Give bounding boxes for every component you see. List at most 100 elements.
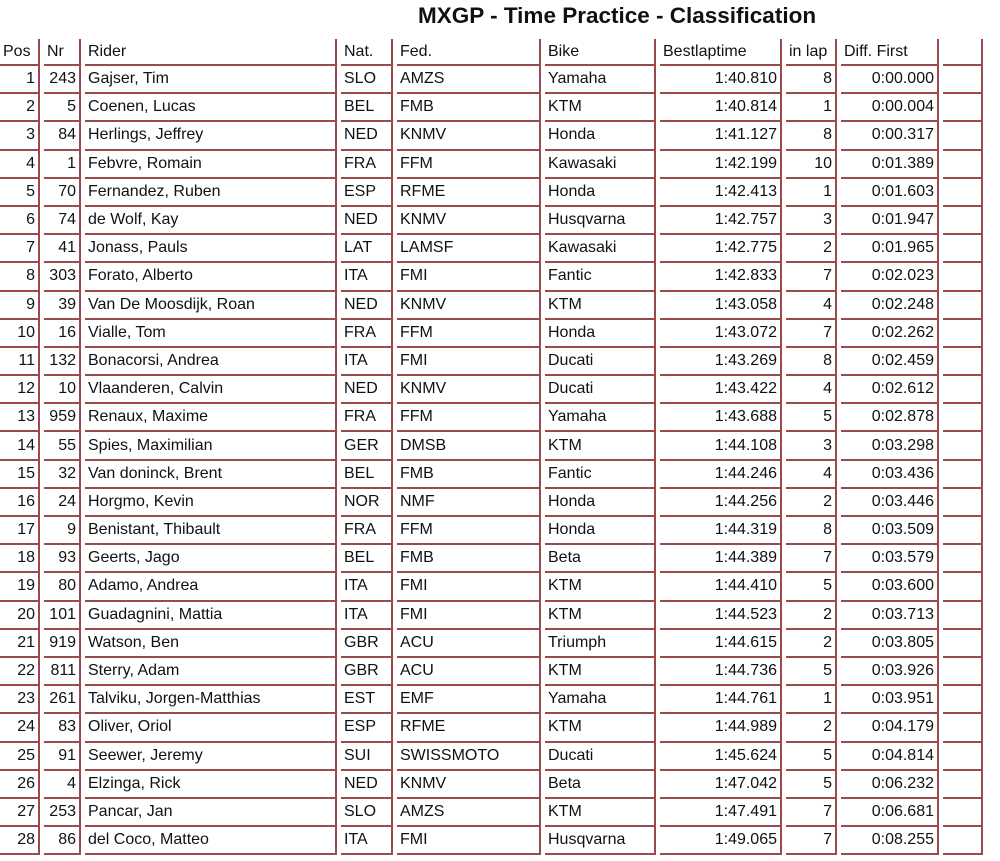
cell-bike: Fantic	[545, 263, 656, 292]
cell-nat: GBR	[341, 629, 393, 658]
cell-fed: FMB	[397, 94, 541, 123]
cell-bike: Beta	[545, 545, 656, 574]
cell-nat: BEL	[341, 460, 393, 489]
cell-rider: Oliver, Oriol	[85, 714, 337, 743]
cell-rider: del Coco, Matteo	[85, 827, 337, 856]
cell-fed: FMB	[397, 545, 541, 574]
cell-rider: Elzinga, Rick	[85, 770, 337, 799]
cell-pos: 10	[0, 319, 40, 348]
cell-in-lap: 7	[786, 798, 837, 828]
cell-fed: NMF	[397, 488, 541, 517]
cell-nr: 74	[44, 206, 81, 236]
header-bike: Bike	[545, 39, 656, 66]
cell-bike: KTM	[545, 601, 656, 630]
cell-bestlaptime: 1:42.757	[660, 206, 782, 236]
cell-diff-first: 0:06.681	[841, 798, 939, 828]
cell-pos: 24	[0, 714, 40, 743]
cell-diff-first: 0:03.509	[841, 517, 939, 546]
cell-diff-first: 0:08.255	[841, 827, 939, 856]
cell-extra	[943, 714, 983, 743]
cell-nat: NED	[341, 376, 393, 405]
cell-bike: Kawasaki	[545, 235, 656, 264]
cell-fed: FMI	[397, 601, 541, 630]
cell-diff-first: 0:04.814	[841, 742, 939, 771]
cell-extra	[943, 742, 983, 771]
cell-nr: 959	[44, 404, 81, 433]
cell-nr: 24	[44, 488, 81, 517]
table-row: 3 84 Herlings, Jeffrey NED KNMV Honda 1:41.127…	[0, 122, 983, 151]
cell-nr: 16	[44, 319, 81, 348]
cell-pos: 21	[0, 629, 40, 658]
cell-pos: 9	[0, 291, 40, 320]
header-extra	[943, 39, 983, 66]
cell-in-lap: 8	[786, 122, 837, 151]
cell-fed: ACU	[397, 657, 541, 687]
cell-nat: NED	[341, 291, 393, 320]
cell-diff-first: 0:03.446	[841, 488, 939, 517]
cell-in-lap: 2	[786, 714, 837, 743]
cell-in-lap: 7	[786, 263, 837, 292]
table-row: 8 303 Forato, Alberto ITA FMI Fantic 1:42.833 7…	[0, 263, 983, 292]
table-row: 25 91 Seewer, Jeremy SUI SWISSMOTO Ducati 1:45…	[0, 742, 983, 771]
cell-bike: Fantic	[545, 460, 656, 489]
cell-diff-first: 0:03.298	[841, 432, 939, 461]
cell-extra	[943, 66, 983, 95]
cell-rider: Benistant, Thibault	[85, 517, 337, 546]
cell-bike: KTM	[545, 432, 656, 461]
cell-extra	[943, 827, 983, 856]
table-row: 10 16 Vialle, Tom FRA FFM Honda 1:43.072 7 0:02.…	[0, 319, 983, 348]
cell-bestlaptime: 1:47.042	[660, 770, 782, 799]
table-row: 5 70 Fernandez, Ruben ESP RFME Honda 1:42.413 1…	[0, 178, 983, 207]
cell-pos: 23	[0, 686, 40, 715]
cell-extra	[943, 545, 983, 574]
cell-diff-first: 0:06.232	[841, 770, 939, 799]
header-bestlaptime: Bestlaptime	[660, 39, 782, 66]
cell-bestlaptime: 1:44.389	[660, 545, 782, 574]
cell-bestlaptime: 1:43.269	[660, 347, 782, 377]
cell-diff-first: 0:02.878	[841, 404, 939, 433]
cell-nat: BEL	[341, 545, 393, 574]
cell-pos: 2	[0, 94, 40, 123]
cell-fed: RFME	[397, 714, 541, 743]
cell-nat: NED	[341, 122, 393, 151]
cell-in-lap: 8	[786, 66, 837, 95]
cell-nat: NOR	[341, 488, 393, 517]
cell-rider: Guadagnini, Mattia	[85, 601, 337, 630]
cell-pos: 12	[0, 376, 40, 405]
cell-nat: ITA	[341, 827, 393, 856]
cell-nr: 261	[44, 686, 81, 715]
cell-extra	[943, 376, 983, 405]
cell-nr: 243	[44, 66, 81, 95]
header-fed: Fed.	[397, 39, 541, 66]
header-nr: Nr	[44, 39, 81, 66]
cell-nr: 1	[44, 150, 81, 179]
cell-extra	[943, 404, 983, 433]
cell-nat: NED	[341, 770, 393, 799]
cell-pos: 14	[0, 432, 40, 461]
cell-rider: Seewer, Jeremy	[85, 742, 337, 771]
cell-nat: FRA	[341, 517, 393, 546]
table-row: 2 5 Coenen, Lucas BEL FMB KTM 1:40.814 1 0:00.00…	[0, 94, 983, 123]
cell-extra	[943, 488, 983, 517]
cell-bike: Yamaha	[545, 404, 656, 433]
cell-bike: Honda	[545, 178, 656, 207]
classification-table: Pos Nr Rider Nat. Fed. Bike Bestlaptime in lap D…	[0, 39, 987, 856]
cell-pos: 27	[0, 798, 40, 828]
cell-pos: 1	[0, 66, 40, 95]
cell-nr: 83	[44, 714, 81, 743]
cell-fed: FMI	[397, 827, 541, 856]
table-row: 21 919 Watson, Ben GBR ACU Triumph 1:44.615 2 0:…	[0, 629, 983, 658]
cell-extra	[943, 206, 983, 236]
cell-bestlaptime: 1:44.319	[660, 517, 782, 546]
header-rider: Rider	[85, 39, 337, 66]
page-title: MXGP - Time Practice - Classification	[418, 3, 817, 28]
cell-nat: FRA	[341, 319, 393, 348]
cell-diff-first: 0:01.389	[841, 150, 939, 179]
table-row: 17 9 Benistant, Thibault FRA FFM Honda 1:44.31…	[0, 517, 983, 546]
cell-rider: Vlaanderen, Calvin	[85, 376, 337, 405]
cell-in-lap: 8	[786, 517, 837, 546]
cell-nr: 132	[44, 347, 81, 377]
cell-rider: Febvre, Romain	[85, 150, 337, 179]
cell-nr: 4	[44, 770, 81, 799]
cell-rider: Horgmo, Kevin	[85, 488, 337, 517]
